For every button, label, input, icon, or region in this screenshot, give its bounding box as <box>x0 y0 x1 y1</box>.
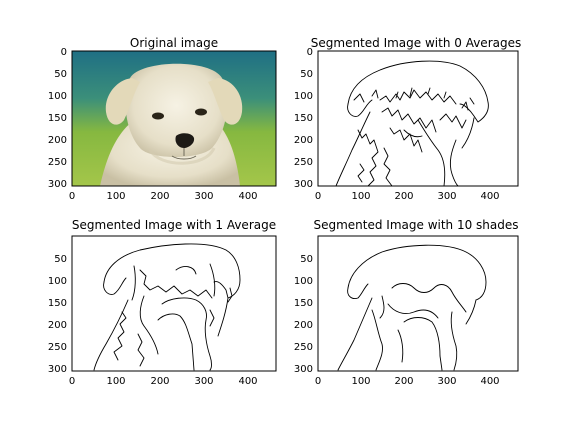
y-tick: 200 <box>48 320 67 331</box>
x-tick: 0 <box>315 191 321 202</box>
y-axis: 0 50 100 150 200 250 300 <box>48 47 67 190</box>
y-tick: 0 <box>61 47 67 58</box>
x-tick: 300 <box>437 376 456 387</box>
y-tick: 50 <box>54 254 67 265</box>
x-tick: 0 <box>69 376 75 387</box>
panel-title: Segmented Image with 0 Averages <box>311 36 521 50</box>
x-tick: 300 <box>194 191 213 202</box>
y-tick: 250 <box>294 342 313 353</box>
y-tick: 300 <box>48 364 67 375</box>
y-axis: 50 100 150 200 250 300 <box>48 254 67 375</box>
y-tick: 250 <box>294 157 313 168</box>
x-tick: 200 <box>394 376 413 387</box>
y-tick: 200 <box>48 135 67 146</box>
y-tick: 150 <box>48 298 67 309</box>
x-tick: 300 <box>194 376 213 387</box>
y-tick: 100 <box>294 91 313 102</box>
y-tick: 300 <box>48 179 67 190</box>
y-tick: 50 <box>300 254 313 265</box>
y-tick: 250 <box>48 342 67 353</box>
x-tick: 0 <box>69 191 75 202</box>
x-tick: 200 <box>394 191 413 202</box>
y-tick: 200 <box>294 320 313 331</box>
x-tick: 200 <box>150 191 169 202</box>
x-axis: 0 100 200 300 400 <box>69 376 258 387</box>
panel-title: Segmented Image with 10 shades <box>313 218 518 232</box>
x-tick: 100 <box>106 191 125 202</box>
y-tick: 150 <box>294 298 313 309</box>
x-tick: 400 <box>238 191 257 202</box>
puppy-photo <box>72 51 276 186</box>
y-tick: 250 <box>48 157 67 168</box>
panel-title: Original image <box>130 36 218 50</box>
y-tick: 200 <box>294 135 313 146</box>
x-axis: 0 100 200 300 400 <box>315 191 500 202</box>
y-tick: 150 <box>294 113 313 124</box>
y-tick: 50 <box>300 69 313 80</box>
x-axis: 0 100 200 300 400 <box>69 191 258 202</box>
panel-segmented-0: Segmented Image with 0 Averages <box>294 36 521 202</box>
x-tick: 0 <box>315 376 321 387</box>
x-tick: 400 <box>238 376 257 387</box>
y-tick: 0 <box>307 47 313 58</box>
panel-segmented-10: Segmented Image with 10 shades 0 100 200… <box>294 218 519 387</box>
x-tick: 400 <box>480 191 499 202</box>
x-tick: 100 <box>351 191 370 202</box>
y-axis: 50 100 150 200 250 300 <box>294 254 313 375</box>
y-tick: 50 <box>54 69 67 80</box>
x-tick: 200 <box>150 376 169 387</box>
y-tick: 150 <box>48 113 67 124</box>
x-axis: 0 100 200 300 400 <box>315 376 500 387</box>
y-tick: 100 <box>48 91 67 102</box>
panel-title: Segmented Image with 1 Average <box>72 218 276 232</box>
y-tick: 300 <box>294 179 313 190</box>
x-tick: 100 <box>351 376 370 387</box>
y-tick: 100 <box>48 276 67 287</box>
panel-segmented-1: Segmented Image with 1 Average 0 <box>48 218 276 387</box>
x-tick: 100 <box>106 376 125 387</box>
y-axis: 0 50 100 150 200 250 300 <box>294 47 313 190</box>
x-tick: 300 <box>437 191 456 202</box>
y-tick: 300 <box>294 364 313 375</box>
x-tick: 400 <box>480 376 499 387</box>
panel-original: Original image 0 100 200 300 40 <box>48 36 276 202</box>
y-tick: 100 <box>294 276 313 287</box>
